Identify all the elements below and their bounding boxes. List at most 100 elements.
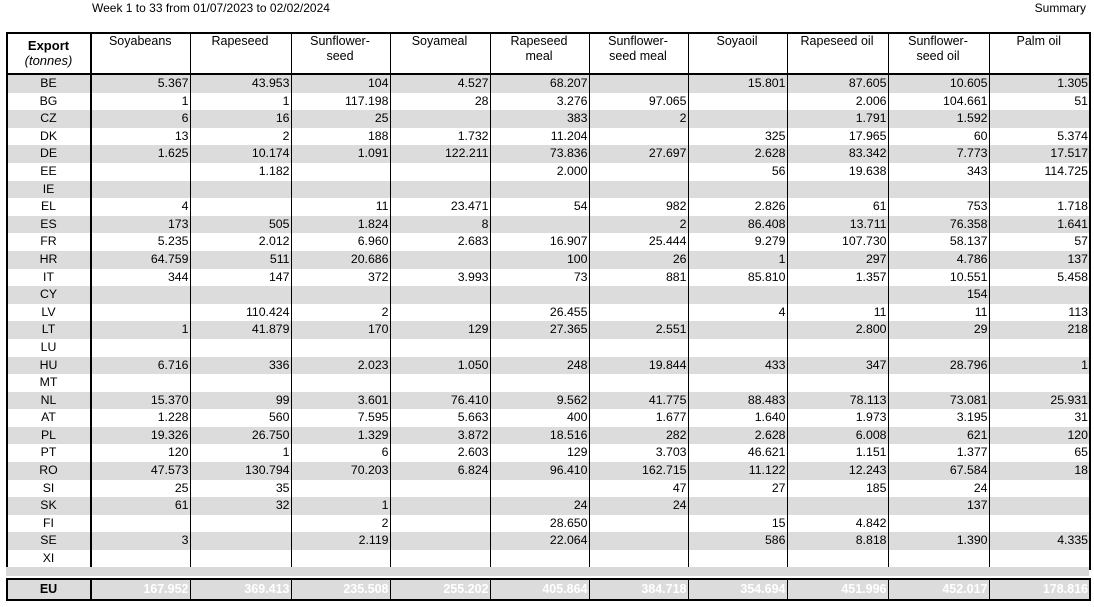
table-row: IT 344 147 372 3.993 73 881 85.810 1.357 10.551 5.…	[6, 268, 1091, 287]
table-row: PT 120 1 6 2.603 129 3.703 46.621 1.151 1.377 65	[6, 444, 1091, 463]
value-cell: 57	[988, 233, 1091, 251]
country-cell: EE	[6, 162, 92, 181]
separator-band	[6, 567, 1089, 576]
value-cell: 129	[389, 321, 490, 339]
value-cell: 104	[290, 74, 390, 93]
value-cell: 17.517	[988, 145, 1091, 163]
value-cell	[489, 180, 589, 199]
value-cell: 9.279	[687, 233, 787, 251]
value-cell	[588, 127, 688, 146]
value-cell: 120	[988, 426, 1091, 445]
table-row: EL 4 11 23.471 54 982 2.826 61 753 1.718	[6, 198, 1091, 216]
table-row: SE 3 2.119 22.064 586 8.818 1.390 4.335	[6, 532, 1091, 551]
country-cell: BG	[6, 92, 92, 111]
period-label: Week 1 to 33 from 01/07/2023 to 02/02/20…	[92, 1, 330, 15]
country-cell: SK	[6, 497, 92, 515]
value-cell: 185	[786, 479, 888, 498]
value-cell: 25.931	[988, 391, 1091, 410]
value-cell: 67.584	[887, 462, 989, 480]
export-table: Export (tonnes) Soyabeans Rapeseed Sunfl…	[6, 32, 1091, 570]
value-cell: 15.370	[90, 391, 190, 410]
value-cell	[588, 338, 688, 357]
value-cell: 76.358	[887, 215, 989, 234]
value-cell: 8	[389, 215, 490, 234]
eu-total-cell: 167.952	[90, 578, 190, 601]
value-cell: 1.377	[887, 444, 989, 463]
header-row: Export (tonnes) Soyabeans Rapeseed Sunfl…	[6, 32, 1091, 75]
value-cell: 54	[489, 198, 589, 216]
value-cell: 753	[887, 198, 989, 216]
value-cell: 1.677	[588, 409, 688, 427]
value-cell: 22.064	[489, 532, 589, 551]
value-cell	[389, 374, 490, 392]
value-cell	[887, 374, 989, 392]
value-cell: 11.204	[489, 127, 589, 146]
value-cell	[389, 514, 490, 533]
value-cell	[687, 321, 787, 339]
column-header: Soyabeans	[90, 32, 190, 75]
value-cell: 2.826	[687, 198, 787, 216]
value-cell: 505	[189, 215, 291, 234]
value-cell	[786, 338, 888, 357]
value-cell	[588, 162, 688, 181]
country-cell: PL	[6, 426, 92, 445]
value-cell: 2.683	[389, 233, 490, 251]
value-cell: 560	[189, 409, 291, 427]
value-cell: 173	[90, 215, 190, 234]
value-cell	[687, 497, 787, 515]
value-cell: 1.641	[988, 215, 1091, 234]
value-cell: 85.810	[687, 268, 787, 287]
country-cell: SI	[6, 479, 92, 498]
value-cell: 2	[189, 127, 291, 146]
value-cell: 2	[290, 303, 390, 322]
value-cell: 154	[887, 286, 989, 304]
value-cell: 114.725	[988, 162, 1091, 181]
table-row: SK 61 32 1 24 24 137	[6, 497, 1091, 515]
value-cell: 16	[189, 110, 291, 128]
value-cell	[189, 550, 291, 570]
value-cell	[389, 303, 490, 322]
value-cell: 621	[887, 426, 989, 445]
value-cell: 8.818	[786, 532, 888, 551]
eu-total-row: EU 167.952 369.413 235.508 255.202 405.864 384…	[6, 578, 1091, 601]
value-cell: 1.973	[786, 409, 888, 427]
country-cell: LV	[6, 303, 92, 322]
country-cell: DE	[6, 145, 92, 163]
country-cell: CZ	[6, 110, 92, 128]
value-cell: 1.091	[290, 145, 390, 163]
value-cell: 2.628	[687, 426, 787, 445]
table-row: CY 154	[6, 286, 1091, 304]
value-cell: 2	[588, 110, 688, 128]
value-cell	[786, 180, 888, 199]
value-cell: 6	[90, 110, 190, 128]
table-row: EE 1.182 2.000 56 19.638 343 114.725	[6, 162, 1091, 181]
value-cell: 27.365	[489, 321, 589, 339]
value-cell	[389, 162, 490, 181]
value-cell: 1.640	[687, 409, 787, 427]
table-row: LV 110.424 2 26.455 4 11 11 113	[6, 303, 1091, 322]
table-row: DE 1.625 10.174 1.091 122.211 73.836 27.697 2.6…	[6, 145, 1091, 163]
value-cell: 325	[687, 127, 787, 146]
value-cell: 27.697	[588, 145, 688, 163]
value-cell: 13	[90, 127, 190, 146]
country-cell: AT	[6, 409, 92, 427]
value-cell: 1.305	[988, 74, 1091, 93]
value-cell: 68.207	[489, 74, 589, 93]
value-cell: 433	[687, 356, 787, 375]
value-cell: 28	[389, 92, 490, 111]
value-cell	[786, 286, 888, 304]
value-cell: 1.390	[887, 532, 989, 551]
value-cell: 43.953	[189, 74, 291, 93]
value-cell: 56	[687, 162, 787, 181]
value-cell	[189, 532, 291, 551]
value-cell	[290, 180, 390, 199]
value-cell: 1.151	[786, 444, 888, 463]
summary-label: Summary	[1034, 1, 1086, 15]
value-cell	[389, 250, 490, 269]
value-cell: 982	[588, 198, 688, 216]
value-cell	[189, 286, 291, 304]
value-cell: 73.836	[489, 145, 589, 163]
value-cell	[90, 550, 190, 570]
value-cell: 24	[489, 497, 589, 515]
value-cell	[988, 374, 1091, 392]
